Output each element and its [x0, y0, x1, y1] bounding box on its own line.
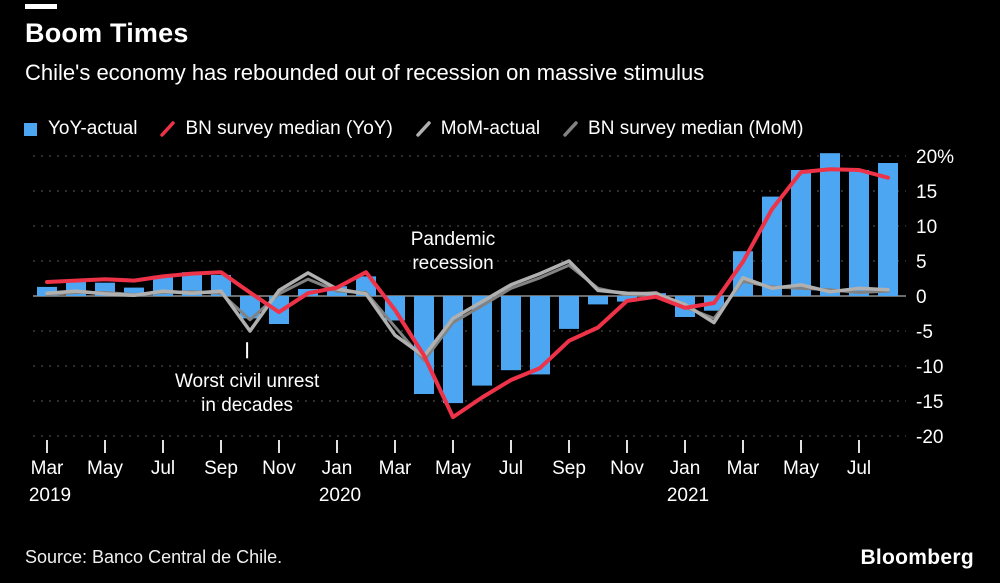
- x-axis-label: Mar: [727, 458, 760, 479]
- legend-label-bn-survey-yoy: BN survey median (YoY): [185, 118, 393, 139]
- bar-jun-2020: [472, 296, 492, 386]
- y-axis-label: -5: [916, 322, 933, 343]
- annotation-civil-unrest: Worst civil unrest in decades: [175, 371, 320, 416]
- x-axis-label: Sep: [204, 458, 238, 479]
- bar-aug-2019: [182, 272, 202, 296]
- bar-jul-2020: [501, 296, 521, 371]
- bar-sep-2020: [559, 296, 579, 329]
- title-accent-dash: [25, 4, 57, 9]
- x-axis-label: Jan: [322, 458, 353, 479]
- x-axis-label: May: [435, 458, 471, 479]
- line-bn-survey-mom: [45, 263, 890, 362]
- y-axis-label: 10: [916, 217, 937, 238]
- legend-swatch-icon-yoy-actual: [24, 123, 37, 136]
- x-axis-year: 2019: [29, 485, 71, 506]
- chart-title: Boom Times: [25, 18, 189, 48]
- x-axis-label: Nov: [262, 458, 296, 479]
- bar-nov-2020: [617, 296, 637, 302]
- y-axis-label: 20%: [916, 147, 954, 168]
- bar-aug-2020: [530, 296, 550, 375]
- x-axis-label: Mar: [379, 458, 412, 479]
- legend-slash-icon-mom-actual: [416, 121, 431, 137]
- y-axis-label: 15: [916, 182, 937, 203]
- line-bn-survey-yoy: [45, 167, 890, 420]
- legend-slash-icon-bn-survey-yoy: [160, 121, 176, 137]
- header: Boom Times Chile's economy has rebounded…: [25, 18, 704, 86]
- x-axis-year: 2020: [319, 485, 361, 506]
- x-axis-label: Jul: [499, 458, 523, 479]
- y-axis-label: -20: [916, 427, 943, 448]
- source-text: Source: Banco Central de Chile.: [25, 547, 283, 567]
- x-axis-label: May: [783, 458, 819, 479]
- legend-item-bn-survey-mom: BN survey median (MoM): [562, 118, 803, 140]
- bar-jun-2021: [820, 153, 840, 296]
- x-axis-label: Jul: [847, 458, 871, 479]
- legend-item-mom-actual: MoM-actual: [415, 118, 540, 140]
- legend-label-yoy-actual: YoY-actual: [48, 118, 138, 139]
- bar-aug-2021: [878, 163, 898, 296]
- legend-item-yoy-actual: YoY-actual: [22, 118, 137, 140]
- bar-jun-2019: [124, 287, 144, 296]
- legend-slash-icon-bn-survey-mom: [563, 121, 578, 137]
- x-axis-label: Jan: [670, 458, 701, 479]
- bar-oct-2019: [240, 296, 260, 319]
- x-axis-label: May: [87, 458, 123, 479]
- legend-item-bn-survey-yoy: BN survey median (YoY): [159, 118, 393, 140]
- y-axis-label: 5: [916, 252, 927, 273]
- annotation-pandemic-recession: Pandemic recession: [411, 229, 496, 274]
- y-axis-label: -10: [916, 357, 943, 378]
- y-axis-label: -15: [916, 392, 943, 413]
- bar-jul-2021: [849, 170, 869, 296]
- y-axis-label: 0: [916, 287, 927, 308]
- x-axis-year: 2021: [667, 485, 709, 506]
- x-axis-label: Jul: [151, 458, 175, 479]
- bar-oct-2020: [588, 296, 608, 305]
- bar-may-2021: [791, 170, 811, 296]
- legend-label-bn-survey-mom: BN survey median (MoM): [588, 118, 804, 139]
- legend: YoY-actual BN survey median (YoY) MoM-actu…: [22, 118, 803, 140]
- bloomberg-logo: Bloomberg: [860, 546, 974, 569]
- legend-label-mom-actual: MoM-actual: [440, 118, 541, 139]
- bar-may-2020: [443, 296, 463, 404]
- x-axis-label: Sep: [552, 458, 586, 479]
- x-axis-label: Nov: [610, 458, 644, 479]
- x-axis-label: Mar: [31, 458, 64, 479]
- line-mom-actual: [45, 259, 890, 358]
- chart-subtitle: Chile's economy has rebounded out of rec…: [25, 60, 705, 85]
